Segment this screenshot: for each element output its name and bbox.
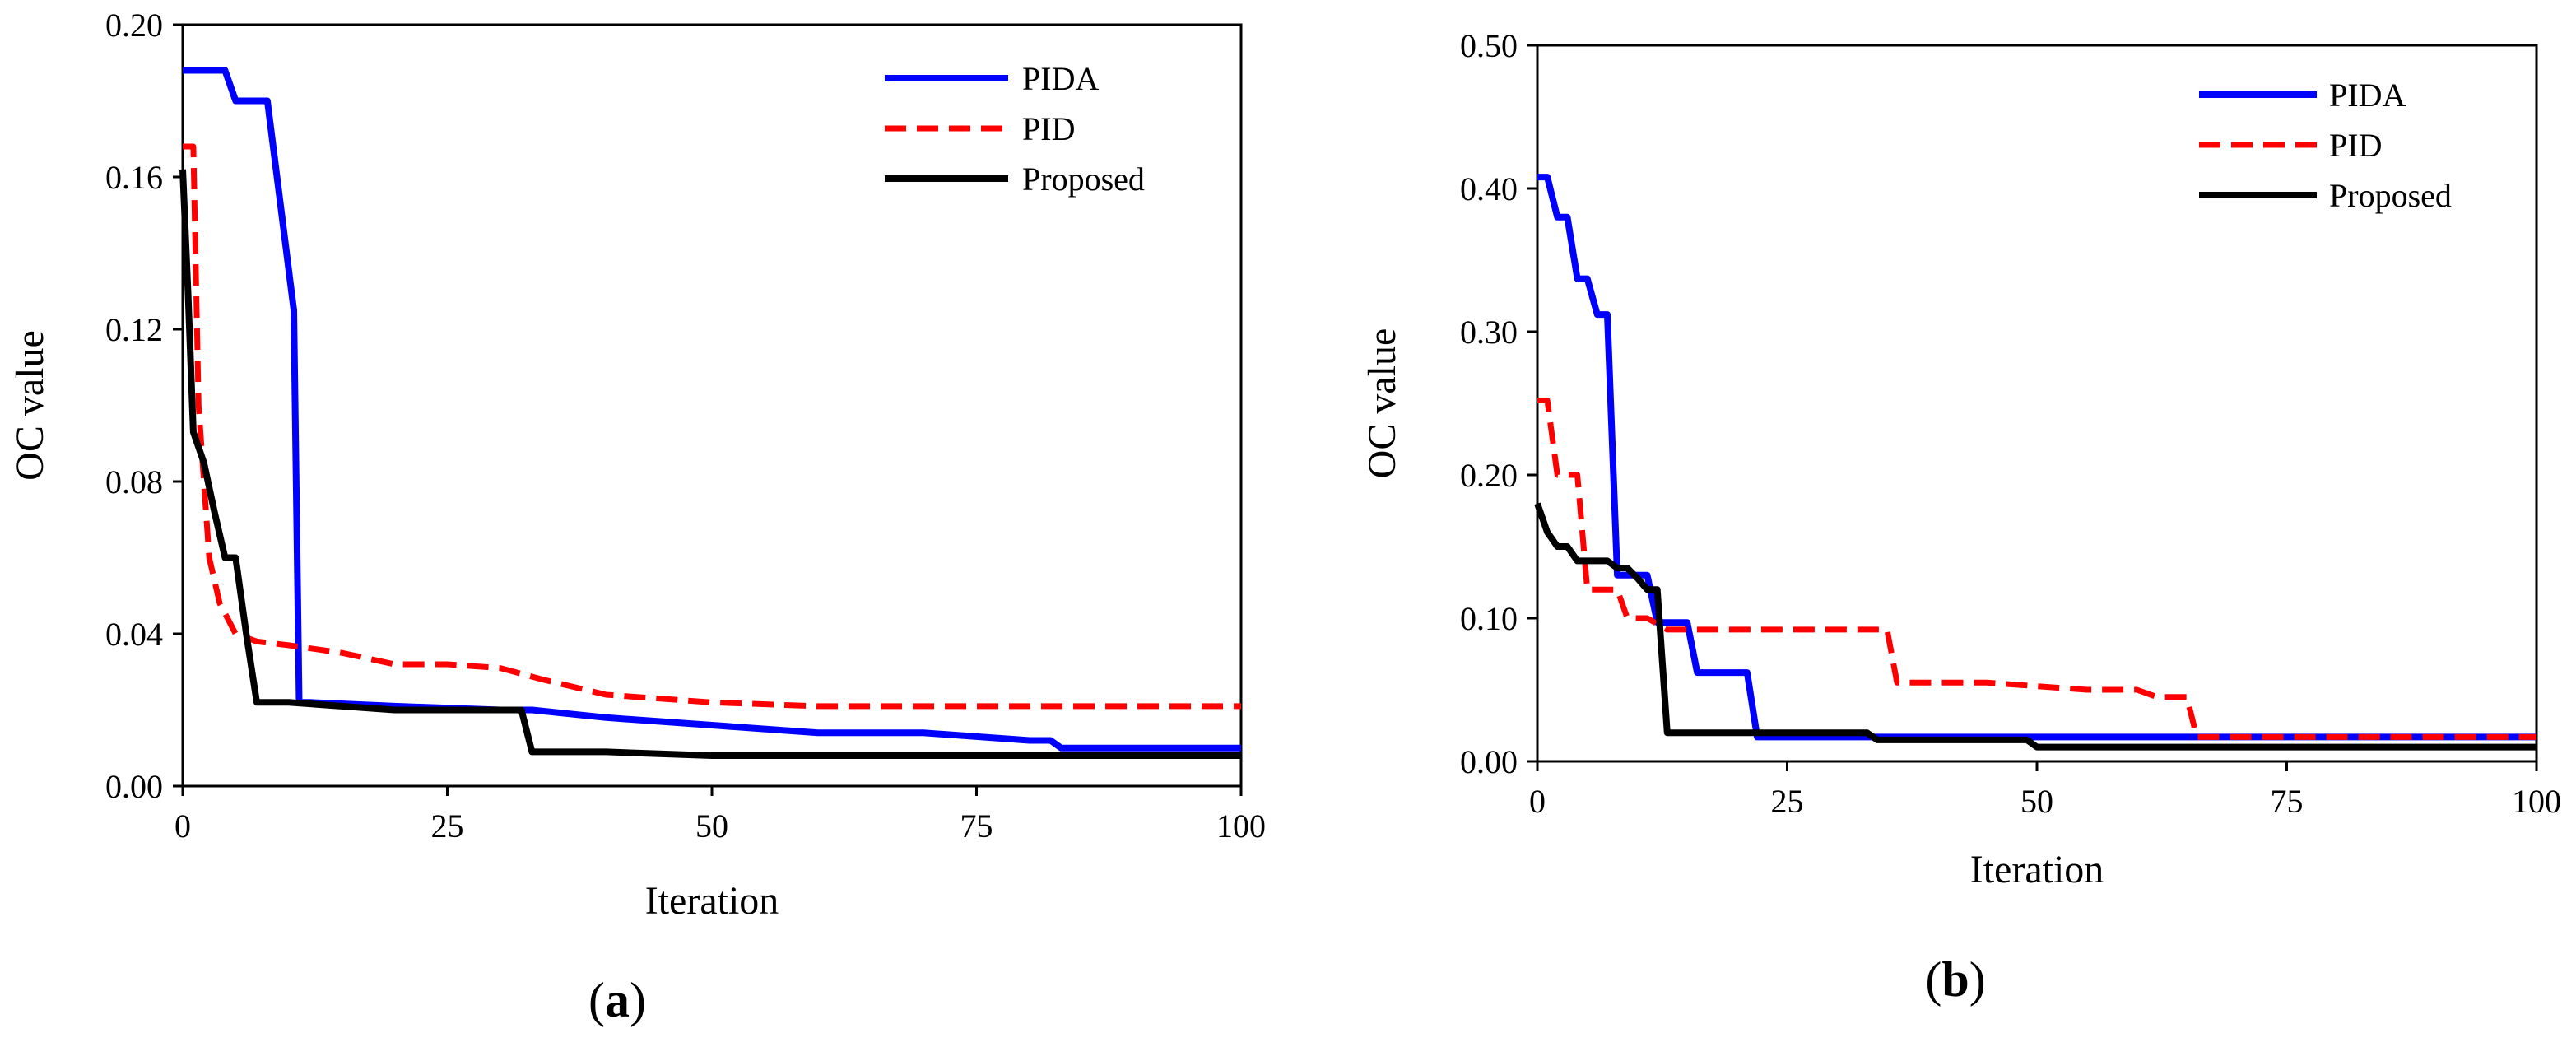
legend-label-pida-a: PIDA xyxy=(1022,60,1099,97)
y-tick-label-a: 0.00 xyxy=(105,768,163,805)
plot-frame-b xyxy=(1536,44,2538,763)
legend-label-pida-b: PIDA xyxy=(2329,77,2406,114)
panel-letter-a: a xyxy=(605,973,630,1027)
x-tick-label-b: 50 xyxy=(2020,783,2053,820)
x-tick-label-a: 50 xyxy=(695,807,728,845)
x-tick-label-b: 75 xyxy=(2271,783,2304,820)
panel-label-b: (b) xyxy=(1925,952,1985,1007)
y-axis-title-b: OC value xyxy=(1360,328,1404,479)
y-tick-label-b: 0.50 xyxy=(1460,27,1518,64)
legend-label-pid-a: PID xyxy=(1022,110,1075,147)
y-axis-title-a: OC value xyxy=(8,330,52,481)
x-tick-label-a: 75 xyxy=(960,807,993,845)
y-tick-label-b: 0.30 xyxy=(1460,314,1518,351)
series-line-proposed-a xyxy=(179,169,1241,759)
series-line-pid-b xyxy=(1537,398,2536,740)
x-tick-label-a: 100 xyxy=(1216,807,1266,845)
y-tick-label-b: 0.40 xyxy=(1460,170,1518,207)
legend-label-proposed-b: Proposed xyxy=(2329,177,2452,214)
chart-panel-b: 0 25 50 75 100 0.00 0.10 0.20 0.30 0.40 0.50 PIDA… xyxy=(1360,27,2561,1007)
x-tick-label-b: 0 xyxy=(1529,783,1546,820)
x-tick-label-b: 100 xyxy=(2512,783,2561,820)
x-axis-title-a: Iteration xyxy=(645,879,779,923)
x-tick-label-a: 25 xyxy=(431,807,464,845)
x-axis-title-b: Iteration xyxy=(1970,848,2104,891)
y-tick-label-b: 0.20 xyxy=(1460,457,1518,494)
y-tick-label-a: 0.16 xyxy=(105,159,163,196)
x-tick-label-a: 0 xyxy=(174,807,191,845)
series-line-pida-b xyxy=(1537,174,2536,741)
series-line-pida-a xyxy=(183,67,1241,752)
panel-label-a: (a) xyxy=(588,973,646,1027)
panel-letter-b: b xyxy=(1941,952,1969,1007)
legend-label-proposed-a: Proposed xyxy=(1022,161,1145,198)
series-line-proposed-b xyxy=(1534,502,2536,751)
y-tick-label-b: 0.10 xyxy=(1460,600,1518,637)
series-line-pid-a xyxy=(183,143,1241,710)
y-tick-label-a: 0.20 xyxy=(105,7,163,44)
y-tick-label-a: 0.08 xyxy=(105,463,163,500)
y-tick-label-a: 0.04 xyxy=(105,616,163,653)
chart-panel-a: 0 25 50 75 100 0.00 0.04 0.08 0.12 0.16 0.20 PIDA… xyxy=(8,7,1266,1027)
x-tick-label-b: 25 xyxy=(1771,783,1804,820)
y-tick-label-b: 0.00 xyxy=(1460,743,1518,780)
y-tick-label-a: 0.12 xyxy=(105,311,163,348)
plot-frame-a xyxy=(181,23,1243,788)
legend-label-pid-b: PID xyxy=(2329,127,2382,164)
